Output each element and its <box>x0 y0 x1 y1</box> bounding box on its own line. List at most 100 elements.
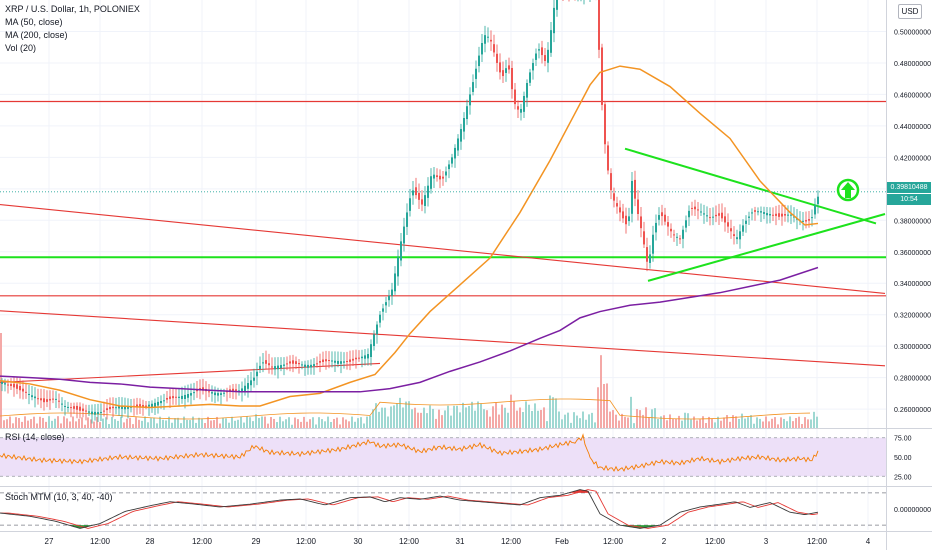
volume-bar <box>318 417 320 428</box>
volume-bar <box>399 397 401 428</box>
volume-bar <box>456 405 458 428</box>
volume-bar <box>447 405 449 428</box>
volume-bar <box>168 416 170 428</box>
volume-bar <box>531 410 533 428</box>
volume-bar <box>339 424 341 428</box>
volume-bar <box>75 421 77 428</box>
volume-bar <box>141 420 143 428</box>
candle-body <box>454 147 456 159</box>
volume-bar <box>183 416 185 428</box>
volume-bar <box>483 409 485 428</box>
candle-body <box>538 49 540 51</box>
candle-body <box>370 344 372 357</box>
candle-body <box>181 395 183 399</box>
volume-bar <box>351 416 353 428</box>
volume-bar <box>519 407 521 428</box>
volume-bar <box>393 405 395 428</box>
candle-body <box>292 360 294 364</box>
candle-body <box>724 216 726 223</box>
candle-body <box>496 53 498 63</box>
candle-body <box>667 222 669 227</box>
candle-body <box>295 361 297 364</box>
volume-bar <box>255 414 257 428</box>
candle-body <box>535 53 537 60</box>
candle-body <box>211 392 213 394</box>
candle-body <box>160 401 162 404</box>
rsi-tick-label: 75.00 <box>894 436 912 443</box>
volume-bar <box>753 423 755 428</box>
volume-bar <box>192 416 194 428</box>
candle-body <box>748 216 750 218</box>
volume-bar <box>156 423 158 428</box>
candle-body <box>412 190 414 196</box>
time-tick-label: 12:00 <box>705 537 726 546</box>
volume-bar <box>390 406 392 428</box>
candle-body <box>232 388 234 392</box>
volume-bar <box>558 411 560 428</box>
candle-body <box>376 324 378 335</box>
candle-body <box>64 405 66 407</box>
volume-bar <box>138 419 140 428</box>
candle-body <box>190 393 192 396</box>
candle-body <box>355 357 357 360</box>
candle-body <box>358 357 360 359</box>
volume-bar <box>810 419 812 428</box>
volume-bar <box>534 403 536 428</box>
volume-bar <box>495 402 497 428</box>
candle-body <box>79 406 81 411</box>
candle-body <box>310 364 312 368</box>
volume-bar <box>720 420 722 428</box>
volume-bar <box>615 414 617 428</box>
volume-bar <box>369 415 371 428</box>
candle-body <box>499 62 501 73</box>
candle-body <box>196 390 198 392</box>
rsi-tick-label: 50.00 <box>894 455 912 462</box>
price-tick-label: 0.34000000 <box>894 281 931 288</box>
volume-bar <box>171 422 173 428</box>
volume-bar <box>624 416 626 428</box>
volume-legend: Vol (20) <box>5 43 37 53</box>
trend-line <box>0 204 886 295</box>
candle-body <box>22 388 24 392</box>
time-tick-label: 31 <box>456 537 465 546</box>
candle-body <box>793 216 795 218</box>
candle-body <box>649 254 651 263</box>
volume-bar <box>732 415 734 428</box>
currency-button[interactable]: USD <box>898 4 922 19</box>
candle-body <box>328 359 330 361</box>
volume-bar <box>186 419 188 428</box>
volume-bar <box>588 414 590 428</box>
volume-bar <box>714 422 716 428</box>
candle-body <box>556 0 558 10</box>
rsi-line <box>0 433 819 472</box>
volume-bar <box>762 421 764 428</box>
volume-bar <box>66 418 68 428</box>
candle-body <box>346 361 348 363</box>
volume-bar <box>321 419 323 428</box>
candle-body <box>406 212 408 227</box>
volume-bar <box>561 419 563 428</box>
stoch-legend: Stoch MTM (10, 3, 40, -40) <box>5 492 113 502</box>
candle-body <box>652 234 654 254</box>
candle-body <box>526 83 528 98</box>
candle-body <box>700 211 702 213</box>
volume-bar <box>675 418 677 428</box>
volume-bar <box>270 417 272 428</box>
candle-body <box>13 383 15 388</box>
volume-bar <box>582 411 584 428</box>
volume-bar <box>663 415 665 428</box>
candle-body <box>637 199 639 214</box>
volume-bar <box>537 410 539 428</box>
volume-bar <box>651 409 653 428</box>
candle-body <box>439 175 441 180</box>
candle-body <box>4 383 6 385</box>
volume-bar <box>801 424 803 428</box>
candle-body <box>352 358 354 361</box>
candle-body <box>472 82 474 92</box>
candle-body <box>247 383 249 389</box>
volume-bar <box>72 416 74 428</box>
candle-body <box>445 171 447 176</box>
volume-bar <box>642 414 644 428</box>
candle-body <box>811 217 813 219</box>
